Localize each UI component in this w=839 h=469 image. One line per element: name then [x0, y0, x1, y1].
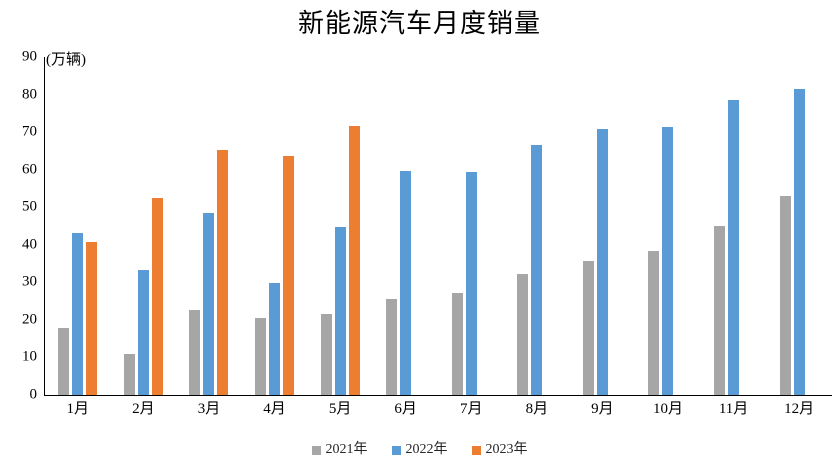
x-axis-label: 12月 [784, 401, 815, 417]
y-tick-label: 80 [22, 86, 37, 103]
y-tick-label: 20 [22, 311, 37, 328]
plot-area: 1月 2月 3月 4月 5月 6月 7月 8月 9月 10月 11月 12月 0 10 20 30 40 50 6… [22, 49, 832, 417]
chart-title: 新能源汽车月度销量 [297, 9, 541, 38]
bar [58, 327, 70, 395]
bar-group [635, 57, 701, 395]
bar [714, 226, 726, 395]
bar [451, 293, 463, 395]
legend-item: 2022年 [391, 442, 448, 457]
bar [596, 129, 608, 395]
bar [151, 197, 163, 395]
bar-group [307, 57, 373, 395]
bar-group [701, 57, 767, 395]
y-tick-label: 50 [22, 198, 37, 215]
bar [348, 125, 360, 395]
bar [648, 251, 660, 395]
bar [203, 213, 215, 395]
bar [334, 227, 346, 395]
x-axis-label: 10月 [652, 401, 683, 417]
y-tick-label: 60 [22, 161, 37, 178]
legend-item: 2023年 [471, 442, 528, 457]
bar-group [111, 57, 177, 395]
bar [728, 99, 740, 395]
bar-group [504, 57, 570, 395]
legend-swatch [391, 445, 401, 455]
legend: 2021年 2022年 2023年 [0, 443, 839, 457]
bar [72, 233, 84, 395]
bar [793, 89, 805, 395]
bar [531, 144, 543, 395]
y-tick-label: 40 [22, 236, 37, 253]
y-axis-unit-label: (万辆) [46, 52, 86, 68]
legend-swatch [311, 445, 321, 455]
x-axis-label: 4月 [263, 401, 286, 417]
y-tick-label: 10 [22, 348, 37, 365]
bar [189, 310, 201, 395]
bar [386, 298, 398, 395]
y-tick-label: 70 [22, 123, 37, 140]
x-axis-label: 9月 [591, 401, 614, 417]
bar [269, 282, 281, 395]
x-axis-labels: 1月 2月 3月 4月 5月 6月 7月 8月 9月 10月 11月 12月 [45, 395, 832, 417]
bar [320, 313, 332, 395]
bar [465, 172, 477, 395]
bar-group [438, 57, 504, 395]
x-axis-label: 5月 [328, 401, 352, 417]
bar [123, 353, 135, 395]
y-tick-label: 0 [29, 386, 38, 403]
bar-group [570, 57, 636, 395]
bar [662, 126, 674, 395]
x-axis-label: 6月 [394, 401, 417, 417]
bar [283, 156, 295, 395]
bar-group [176, 57, 242, 395]
bar [582, 260, 594, 395]
x-axis-label: 3月 [197, 401, 221, 417]
bar-group [45, 57, 111, 395]
bars-container [45, 57, 832, 395]
bar [86, 241, 98, 395]
legend-label: 2021年 [325, 442, 368, 457]
bar-group [373, 57, 439, 395]
legend-swatch [471, 445, 481, 455]
legend-label: 2022年 [405, 442, 448, 457]
legend-item: 2021年 [311, 442, 368, 457]
legend-label: 2023年 [485, 442, 528, 457]
y-tick-label: 90 [22, 48, 37, 65]
x-axis-label: 2月 [132, 401, 155, 417]
x-axis-label: 11月 [718, 401, 749, 417]
x-axis-label: 7月 [460, 401, 483, 417]
bar-group [766, 57, 832, 395]
bar-group [242, 57, 308, 395]
x-axis-label: 8月 [525, 401, 549, 417]
bar [400, 171, 412, 395]
x-axis-label: 1月 [66, 401, 90, 417]
bar [779, 195, 791, 395]
bar [255, 317, 267, 395]
bar [517, 274, 529, 395]
y-tick-label: 30 [22, 273, 37, 290]
bar [137, 269, 149, 395]
bar [217, 149, 229, 395]
